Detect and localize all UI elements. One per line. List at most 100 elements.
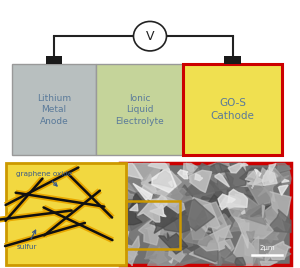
Polygon shape [282,179,289,182]
Polygon shape [154,174,183,207]
Polygon shape [120,210,148,243]
Polygon shape [225,163,247,188]
Polygon shape [279,192,286,200]
Polygon shape [227,189,248,207]
Polygon shape [144,198,180,235]
Polygon shape [202,239,234,258]
Bar [224,56,241,64]
Polygon shape [226,202,244,222]
Polygon shape [225,234,259,265]
Bar [183,64,282,155]
Polygon shape [217,163,244,175]
Polygon shape [130,204,138,211]
Polygon shape [281,171,291,185]
Polygon shape [255,169,261,176]
Polygon shape [4,165,80,208]
Polygon shape [202,216,207,219]
Polygon shape [201,181,224,199]
Polygon shape [215,163,248,186]
Polygon shape [262,170,277,185]
Circle shape [134,21,166,51]
Polygon shape [4,220,86,249]
Polygon shape [245,187,276,216]
Polygon shape [120,163,153,178]
Polygon shape [272,168,281,178]
Polygon shape [159,233,188,254]
Polygon shape [186,163,194,171]
Polygon shape [218,174,233,189]
Text: Lithium
Metal
Anode: Lithium Metal Anode [37,94,71,126]
Polygon shape [137,199,160,222]
Polygon shape [141,171,182,198]
Polygon shape [227,203,234,208]
Polygon shape [165,207,190,235]
Polygon shape [253,243,291,265]
Polygon shape [121,192,137,202]
Polygon shape [242,210,245,214]
Polygon shape [157,228,164,235]
Polygon shape [209,171,217,183]
Polygon shape [129,163,157,205]
Polygon shape [262,225,276,243]
Polygon shape [145,188,172,202]
Bar [120,163,291,265]
Polygon shape [254,243,270,265]
Polygon shape [227,189,254,213]
Polygon shape [120,197,161,232]
Polygon shape [269,163,276,175]
Polygon shape [169,181,172,187]
Polygon shape [219,196,241,210]
Polygon shape [250,216,260,230]
Polygon shape [240,203,266,225]
Polygon shape [130,194,143,209]
Polygon shape [245,171,262,185]
Text: sulfur: sulfur [16,230,37,250]
Polygon shape [148,247,187,265]
Polygon shape [197,183,214,196]
Polygon shape [260,262,278,265]
Polygon shape [267,209,291,233]
Polygon shape [241,217,273,239]
Polygon shape [206,215,222,228]
Polygon shape [42,205,114,243]
Polygon shape [198,225,231,251]
Polygon shape [150,205,166,217]
Polygon shape [264,184,275,202]
Polygon shape [215,173,230,187]
Polygon shape [269,241,291,259]
Polygon shape [270,192,291,221]
Polygon shape [218,194,236,210]
Polygon shape [3,177,45,223]
Text: 2μm: 2μm [259,245,275,251]
Polygon shape [188,197,220,240]
Polygon shape [120,163,125,167]
Polygon shape [124,246,138,258]
Bar [46,56,62,64]
Polygon shape [266,170,274,183]
Polygon shape [42,188,102,238]
Polygon shape [204,202,232,243]
Polygon shape [247,231,255,243]
Polygon shape [194,221,218,263]
Polygon shape [195,174,203,181]
Polygon shape [245,233,254,241]
Polygon shape [202,163,221,175]
Polygon shape [120,198,127,204]
Polygon shape [233,214,244,227]
Polygon shape [262,202,285,231]
Polygon shape [139,217,163,245]
Polygon shape [149,169,174,188]
Polygon shape [15,190,105,210]
Polygon shape [133,183,152,202]
Polygon shape [178,170,188,179]
Polygon shape [230,208,272,235]
Polygon shape [278,185,288,195]
Polygon shape [145,254,157,259]
Polygon shape [262,205,265,218]
Polygon shape [134,163,169,186]
Polygon shape [245,236,263,258]
Polygon shape [220,163,229,170]
Polygon shape [176,199,214,231]
Polygon shape [258,166,289,196]
Polygon shape [169,259,173,263]
